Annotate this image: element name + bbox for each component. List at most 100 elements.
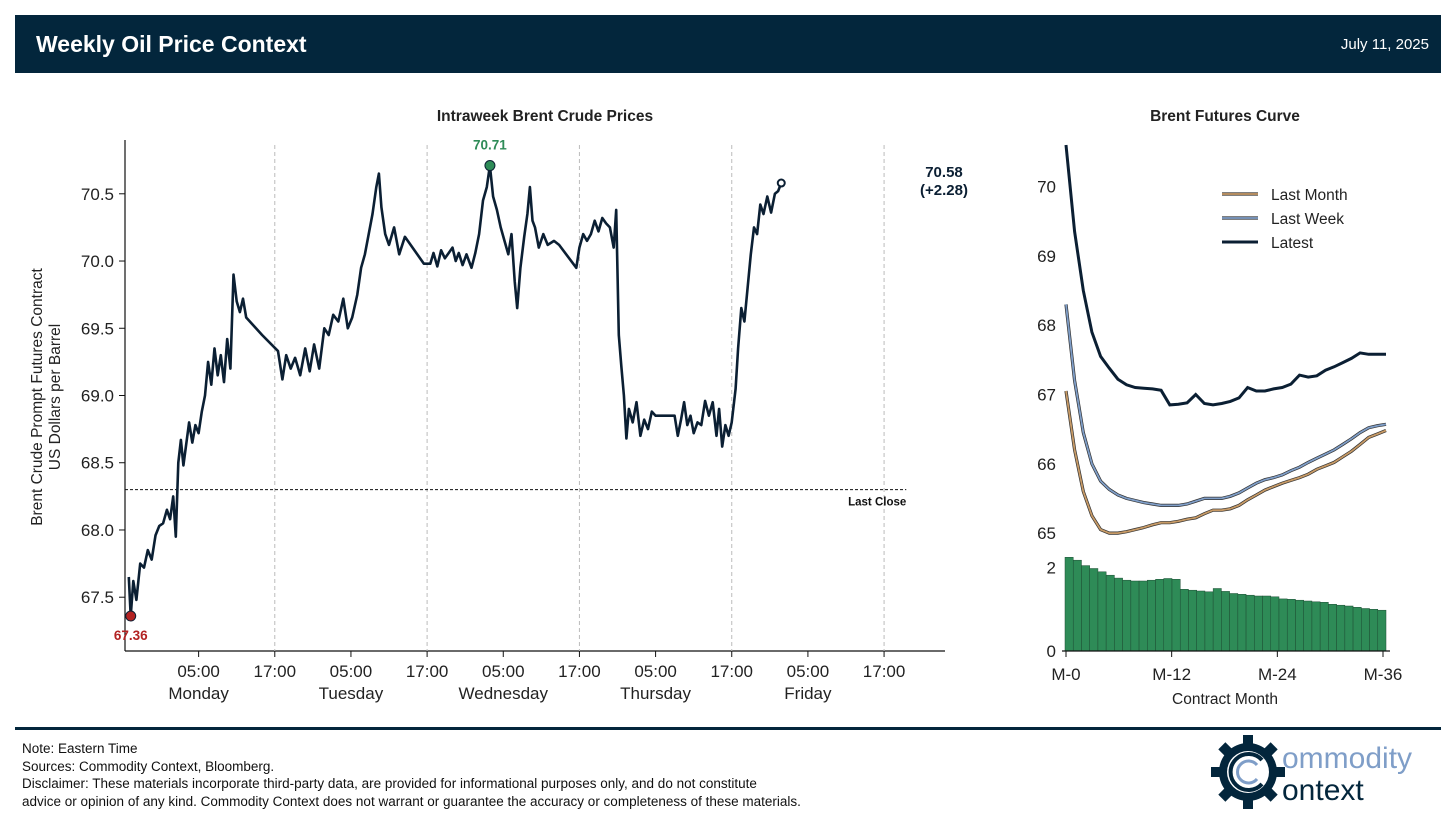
logo-line-2: ontext — [1282, 774, 1364, 807]
bar-y-tick-label: 0 — [1047, 642, 1056, 661]
spread-bar — [1097, 571, 1107, 652]
last-close-label: Last Close — [848, 497, 906, 509]
spread-bar — [1221, 591, 1230, 652]
spread-bar — [1328, 604, 1337, 652]
spread-bar — [1262, 595, 1272, 652]
curve-series-latest — [1064, 144, 1386, 407]
spread-bar — [1369, 609, 1379, 652]
x-day-label: Friday — [784, 684, 832, 703]
spread-bar — [1155, 579, 1165, 652]
x-tick-label: 05:00 — [787, 662, 830, 681]
curve-series-outline — [1064, 304, 1387, 507]
y-tick-label: 68.5 — [81, 454, 114, 473]
gear-c-logo-icon: ommodity ontext — [1211, 735, 1412, 809]
legend-label: Latest — [1271, 235, 1314, 252]
page-title: Weekly Oil Price Context — [36, 31, 307, 57]
bar-x-axis-label: Contract Month — [1172, 691, 1278, 708]
spread-bar — [1278, 598, 1288, 652]
low-marker — [125, 610, 137, 622]
spread-bar — [1089, 568, 1099, 652]
bar-x-tick-label: M-36 — [1364, 665, 1403, 684]
y-tick-label: 70.0 — [81, 252, 114, 271]
spread-bar — [1171, 579, 1181, 652]
spread-bar — [1270, 596, 1280, 652]
spread-bar — [1204, 591, 1214, 652]
legend-label: Last Month — [1271, 187, 1348, 204]
spread-bar — [1212, 588, 1222, 652]
spread-bar — [1377, 609, 1387, 652]
spread-bar — [1245, 594, 1255, 652]
y-axis-label: Brent Crude Prompt Futures ContractUS Do… — [29, 268, 64, 526]
bar-x-tick-label: M-12 — [1152, 665, 1191, 684]
last-change-label: (+2.28) — [920, 182, 968, 199]
high-marker — [484, 160, 496, 172]
page-header: Weekly Oil Price Context July 11, 2025 — [15, 15, 1441, 73]
price-series-line — [127, 164, 783, 618]
bar-x-tick-label: M-24 — [1258, 665, 1297, 684]
curve-y-tick-label: 70 — [1037, 178, 1056, 197]
bar-y-tick-label: 2 — [1047, 559, 1056, 578]
y-tick-label: 69.0 — [81, 387, 114, 406]
intraweek-price-chart: Intraweek Brent Crude Prices Brent Crude … — [29, 108, 1403, 708]
spread-bar — [1352, 607, 1362, 652]
y-tick-label: 67.5 — [81, 588, 114, 607]
spread-bar — [1286, 599, 1296, 652]
last-price-label: 70.58 — [925, 164, 963, 181]
x-day-label: Tuesday — [319, 684, 384, 703]
spread-bar — [1105, 574, 1115, 652]
spread-bar — [1188, 589, 1197, 652]
x-tick-label: 17:00 — [863, 662, 906, 681]
spread-bar — [1081, 565, 1090, 652]
y-tick-label: 70.5 — [81, 185, 114, 204]
spread-bar — [1138, 580, 1148, 652]
spread-bar — [1303, 600, 1313, 652]
spread-bar — [1130, 580, 1140, 652]
spread-bar — [1254, 595, 1263, 652]
spread-bar — [1179, 589, 1189, 652]
spread-bar — [1064, 557, 1074, 652]
spread-bar — [1237, 594, 1247, 652]
footer-notes: Note: Eastern Time Sources: Commodity Co… — [22, 740, 922, 810]
disclaimer-line-1: Disclaimer: These materials incorporate … — [22, 776, 757, 791]
spread-bar — [1072, 559, 1082, 652]
x-tick-label: 05:00 — [330, 662, 373, 681]
spread-bar — [1122, 579, 1132, 652]
x-tick-label: 17:00 — [558, 662, 601, 681]
curve-y-tick-label: 67 — [1037, 385, 1056, 404]
x-tick-label: 05:00 — [634, 662, 677, 681]
spread-bar — [1361, 608, 1370, 652]
x-tick-label: 05:00 — [482, 662, 525, 681]
x-day-label: Thursday — [620, 684, 691, 703]
curve-y-tick-label: 69 — [1037, 247, 1056, 266]
report-date: July 11, 2025 — [1340, 36, 1429, 53]
y-axis-label-line: US Dollars per Barrel — [47, 324, 64, 470]
commodity-context-logo: ommodity ontext — [1210, 732, 1440, 812]
x-day-label: Wednesday — [459, 684, 549, 703]
spread-bar — [1229, 593, 1239, 652]
curve-y-tick-label: 66 — [1037, 455, 1056, 474]
low-label: 67.36 — [114, 628, 148, 643]
x-day-label: Monday — [168, 684, 229, 703]
spread-bar — [1147, 579, 1156, 652]
curve-series-outline — [1064, 390, 1387, 535]
spread-bar — [1114, 577, 1123, 652]
curve-y-tick-label: 65 — [1037, 524, 1056, 543]
spread-bar — [1163, 578, 1173, 652]
bar-x-tick-label: M-0 — [1051, 665, 1080, 684]
chart-title: Intraweek Brent Crude Prices — [437, 108, 653, 125]
spread-bar — [1295, 599, 1304, 652]
footer-divider — [15, 727, 1441, 730]
y-tick-label: 68.0 — [81, 521, 114, 540]
y-axis-label-line: Brent Crude Prompt Futures Contract — [29, 268, 46, 526]
spread-bar — [1319, 602, 1329, 652]
x-tick-label: 17:00 — [710, 662, 753, 681]
spread-bar — [1344, 605, 1354, 652]
disclaimer-line-2: advice or opinion of any kind. Commodity… — [22, 793, 801, 809]
spread-bar — [1196, 590, 1206, 652]
sources-text: Sources: Commodity Context, Bloomberg. — [22, 758, 275, 774]
curve-series-last-week — [1065, 304, 1387, 507]
curve-y-tick-label: 68 — [1037, 316, 1056, 335]
x-tick-label: 05:00 — [177, 662, 220, 681]
x-tick-label: 17:00 — [406, 662, 449, 681]
curve-series-last-month — [1065, 390, 1387, 534]
